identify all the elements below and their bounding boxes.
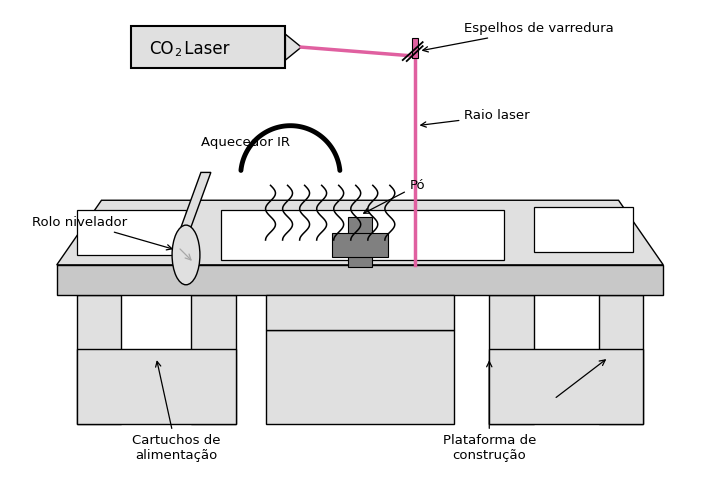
Polygon shape bbox=[76, 210, 186, 255]
Polygon shape bbox=[332, 233, 388, 257]
Polygon shape bbox=[131, 26, 286, 68]
Polygon shape bbox=[265, 329, 454, 424]
Polygon shape bbox=[265, 294, 454, 329]
Text: Espelhos de varredura: Espelhos de varredura bbox=[423, 22, 614, 52]
Polygon shape bbox=[57, 200, 663, 265]
Polygon shape bbox=[490, 294, 534, 424]
Polygon shape bbox=[286, 34, 301, 60]
Text: CO: CO bbox=[149, 40, 174, 58]
Text: Plataforma de
construção: Plataforma de construção bbox=[443, 362, 536, 462]
Polygon shape bbox=[76, 294, 121, 424]
Text: Laser: Laser bbox=[179, 40, 229, 58]
Text: Pó: Pó bbox=[363, 179, 425, 213]
Ellipse shape bbox=[172, 225, 200, 285]
Text: Rolo nivelador: Rolo nivelador bbox=[32, 216, 172, 250]
Polygon shape bbox=[598, 294, 643, 424]
Polygon shape bbox=[412, 38, 417, 58]
Polygon shape bbox=[534, 207, 634, 252]
Polygon shape bbox=[490, 349, 643, 424]
Polygon shape bbox=[181, 172, 211, 227]
Polygon shape bbox=[76, 349, 236, 424]
Polygon shape bbox=[191, 294, 236, 424]
Text: Aquecedor IR: Aquecedor IR bbox=[201, 136, 290, 148]
Text: Raio laser: Raio laser bbox=[421, 109, 530, 127]
Text: 2: 2 bbox=[174, 48, 181, 58]
Polygon shape bbox=[57, 265, 663, 294]
Text: Cartuchos de
alimentação: Cartuchos de alimentação bbox=[132, 362, 221, 462]
Polygon shape bbox=[348, 217, 372, 267]
Polygon shape bbox=[221, 210, 504, 260]
